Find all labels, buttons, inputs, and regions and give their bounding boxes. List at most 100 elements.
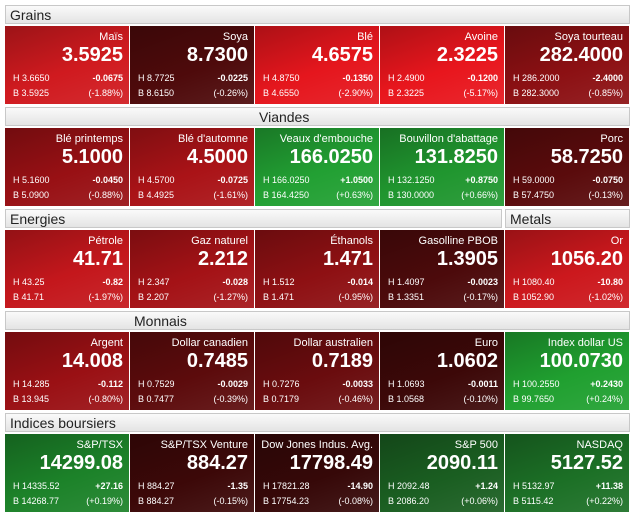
quote-tile: Dollar canadien 0.7485 H 0.7529 -0.0029 B 0.… xyxy=(130,332,254,410)
quote-low: B 3.5925 xyxy=(13,88,50,98)
section-title: Viandes xyxy=(259,109,310,125)
quote-percent: (-0.85%) xyxy=(588,88,623,98)
quote-price: 0.7189 xyxy=(311,350,373,372)
quote-tile: Dollar australien 0.7189 H 0.7276 -0.0033 B … xyxy=(255,332,379,410)
quote-name: Bouvillon d'abattage xyxy=(399,133,498,145)
quote-low: B 1.0568 xyxy=(388,394,425,404)
quote-tile: Porc 58.7250 H 59.0000 -0.0750 B 57.4750 (-0.… xyxy=(505,128,629,206)
quote-change: -0.0011 xyxy=(467,379,498,389)
quote-name: S&P 500 xyxy=(454,439,498,451)
quote-percent: (-0.08%) xyxy=(338,496,373,506)
quote-percent: (+0.66%) xyxy=(461,190,498,200)
quote-tile: Éthanols 1.471 H 1.512 -0.014 B 1.471 (-0.95%… xyxy=(255,230,379,308)
quote-change: -0.0029 xyxy=(217,379,248,389)
quote-percent: (-0.46%) xyxy=(338,394,373,404)
quote-high: H 1.0693 xyxy=(388,379,425,389)
quote-price: 131.8250 xyxy=(414,146,498,168)
quote-percent: (-0.15%) xyxy=(213,496,248,506)
quote-price: 2.212 xyxy=(197,248,248,270)
quote-tile: Soya 8.7300 H 8.7725 -0.0225 B 8.6150 (-0.26%… xyxy=(130,26,254,104)
quote-low: B 4.6550 xyxy=(263,88,300,98)
quote-percent: (+0.63%) xyxy=(336,190,373,200)
quote-price: 100.0730 xyxy=(539,350,623,372)
section-header: Grains xyxy=(5,5,630,24)
quote-percent: (-2.90%) xyxy=(338,88,373,98)
quote-tile: Dow Jones Indus. Avg. 17798.49 H 17821.28 -… xyxy=(255,434,379,512)
quote-tile: Maïs 3.5925 H 3.6650 -0.0675 B 3.5925 (-1.88%… xyxy=(5,26,129,104)
quote-low: B 0.7179 xyxy=(263,394,300,404)
quote-tile: Gaz naturel 2.212 H 2.347 -0.028 B 2.207 (-1.… xyxy=(130,230,254,308)
quote-high: H 43.25 xyxy=(13,277,45,287)
quote-change: -10.80 xyxy=(597,277,623,287)
quote-high: H 100.2550 xyxy=(513,379,560,389)
quote-price: 4.6575 xyxy=(311,44,373,66)
quote-low: B 0.7477 xyxy=(138,394,175,404)
quote-tile: Pétrole 41.71 H 43.25 -0.82 B 41.71 (-1.97%) xyxy=(5,230,129,308)
quote-price: 3.5925 xyxy=(61,44,123,66)
quote-change: +27.16 xyxy=(95,481,123,491)
section-header: Viandes xyxy=(5,107,630,126)
quote-change: +1.24 xyxy=(475,481,498,491)
quote-price: 2090.11 xyxy=(426,452,498,474)
quote-low: B 4.4925 xyxy=(138,190,175,200)
quote-name: Blé d'automne xyxy=(178,133,248,145)
quote-low: B 99.7650 xyxy=(513,394,555,404)
quote-high: H 5.1600 xyxy=(13,175,50,185)
quote-change: -2.4000 xyxy=(592,73,623,83)
quote-percent: (-0.26%) xyxy=(213,88,248,98)
quote-tile: Gasolline PBOB 1.3905 H 1.4097 -0.0023 B 1.3… xyxy=(380,230,504,308)
quote-change: -0.112 xyxy=(97,379,123,389)
quote-high: H 4.5700 xyxy=(138,175,175,185)
quote-tile: Blé 4.6575 H 4.8750 -0.1350 B 4.6550 (-2.90%) xyxy=(255,26,379,104)
quote-tile: NASDAQ 5127.52 H 5132.97 +11.38 B 5115.42 (+0… xyxy=(505,434,629,512)
quote-high: H 14335.52 xyxy=(13,481,60,491)
quote-name: Soya xyxy=(222,31,248,43)
quote-high: H 2.4900 xyxy=(388,73,425,83)
quote-percent: (-0.88%) xyxy=(88,190,123,200)
quote-name: Avoine xyxy=(464,31,498,43)
quote-price: 41.71 xyxy=(72,248,123,270)
quote-tile: Avoine 2.3225 H 2.4900 -0.1200 B 2.3225 (-5.1… xyxy=(380,26,504,104)
quote-percent: (-0.95%) xyxy=(338,292,373,302)
section-header: Energies xyxy=(5,209,502,228)
quote-tile: Veaux d'embouche 166.0250 H 166.0250 +1.050… xyxy=(255,128,379,206)
quote-name: Argent xyxy=(90,337,123,349)
quote-name: Blé printemps xyxy=(55,133,123,145)
quote-low: B 1.471 xyxy=(263,292,295,302)
section-title: Energies xyxy=(10,211,66,227)
quote-name: Euro xyxy=(474,337,498,349)
quote-low: B 282.3000 xyxy=(513,88,560,98)
quote-price: 5.1000 xyxy=(61,146,123,168)
quote-price: 17798.49 xyxy=(289,452,373,474)
quote-tile: S&P/TSX Venture 884.27 H 884.27 -1.35 B 884.… xyxy=(130,434,254,512)
quote-high: H 286.2000 xyxy=(513,73,560,83)
quote-name: S&P/TSX Venture xyxy=(160,439,248,451)
quote-tile: Argent 14.008 H 14.285 -0.112 B 13.945 (-0.80… xyxy=(5,332,129,410)
quote-change: -0.0450 xyxy=(92,175,123,185)
quote-price: 166.0250 xyxy=(289,146,373,168)
quote-price: 5127.52 xyxy=(550,452,623,474)
quote-price: 1.3905 xyxy=(436,248,498,270)
quote-name: Porc xyxy=(600,133,623,145)
quote-percent: (-0.10%) xyxy=(463,394,498,404)
quote-tile: Soya tourteau 282.4000 H 286.2000 -2.4000 B … xyxy=(505,26,629,104)
quote-tile: Blé printemps 5.1000 H 5.1600 -0.0450 B 5.09… xyxy=(5,128,129,206)
quote-high: H 1.4097 xyxy=(388,277,425,287)
quote-low: B 57.4750 xyxy=(513,190,555,200)
quote-change: +11.38 xyxy=(595,481,623,491)
quote-change: -0.0675 xyxy=(92,73,123,83)
quote-name: Dow Jones Indus. Avg. xyxy=(261,439,373,451)
quote-low: B 2.3225 xyxy=(388,88,425,98)
quote-high: H 0.7276 xyxy=(263,379,300,389)
quote-low: B 164.4250 xyxy=(263,190,310,200)
quote-low: B 17754.23 xyxy=(263,496,310,506)
quote-percent: (-0.80%) xyxy=(88,394,123,404)
quote-percent: (-1.27%) xyxy=(213,292,248,302)
quote-percent: (-0.39%) xyxy=(213,394,248,404)
quote-low: B 1.3351 xyxy=(388,292,425,302)
quote-name: Index dollar US xyxy=(547,337,623,349)
quote-high: H 884.27 xyxy=(138,481,175,491)
quote-percent: (+0.22%) xyxy=(586,496,623,506)
quote-name: Dollar canadien xyxy=(171,337,248,349)
quote-change: -0.1200 xyxy=(467,73,498,83)
